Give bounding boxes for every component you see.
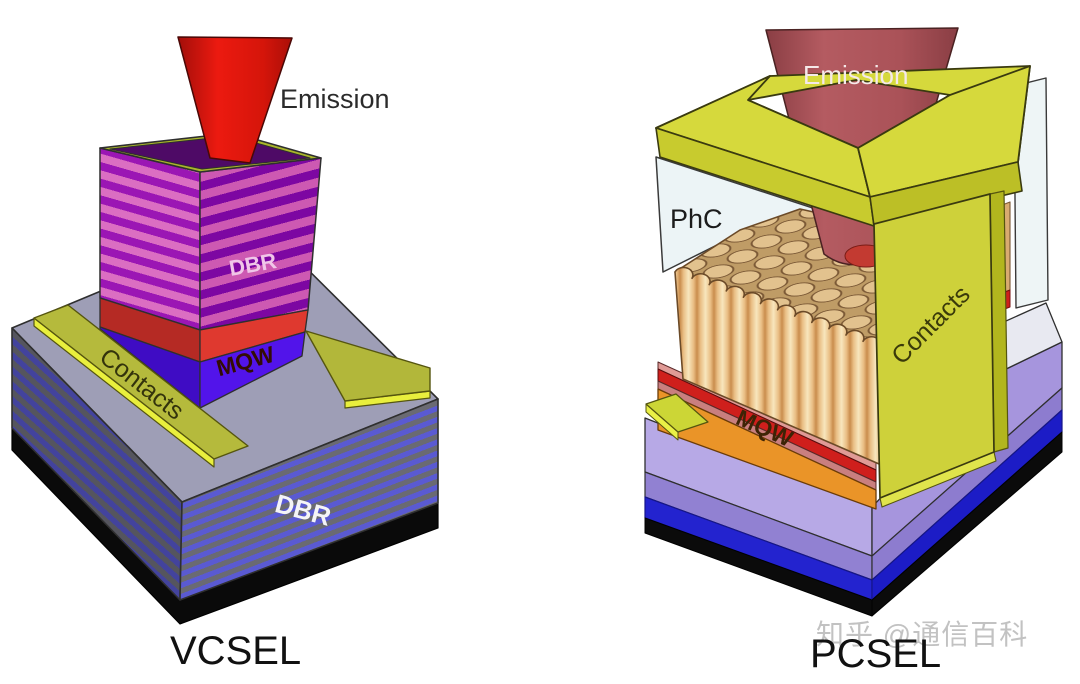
watermark: 知乎 @通信百科 bbox=[816, 619, 1029, 650]
pcsel-mqw-stack bbox=[657, 361, 877, 510]
pcsel-back-wall bbox=[1013, 77, 1049, 309]
vcsel-contact-strips bbox=[33, 304, 431, 468]
pcsel-structure bbox=[644, 27, 1063, 617]
vcsel-caption: VCSEL bbox=[170, 629, 302, 673]
pcsel-substrate-shadow-right bbox=[871, 431, 1063, 617]
pcsel-contact-tab bbox=[645, 393, 709, 433]
vcsel-emission-beam bbox=[177, 36, 293, 164]
pcsel-contact-sheet bbox=[873, 190, 1009, 508]
vcsel-right-contact-strip bbox=[305, 330, 431, 402]
vcsel-base-right-face bbox=[179, 398, 439, 601]
vcsel-oxide-right bbox=[199, 331, 306, 409]
pcsel-caption: PCSEL bbox=[810, 632, 942, 676]
contact-sheet-face bbox=[873, 193, 995, 499]
pcsel-emission-label: Emission bbox=[803, 60, 909, 90]
vcsel-tower-right-stripes bbox=[199, 157, 322, 331]
pcsel-top-frame bbox=[655, 65, 1031, 227]
vcsel-left-contact-strip bbox=[33, 304, 249, 460]
phc-columns-face bbox=[674, 266, 887, 468]
vcsel-emission-label: Emission bbox=[280, 84, 390, 114]
pcsel-phc-label: PhC bbox=[670, 204, 723, 234]
frame-front-right-band bbox=[869, 161, 1023, 227]
vcsel-structure bbox=[11, 36, 439, 625]
